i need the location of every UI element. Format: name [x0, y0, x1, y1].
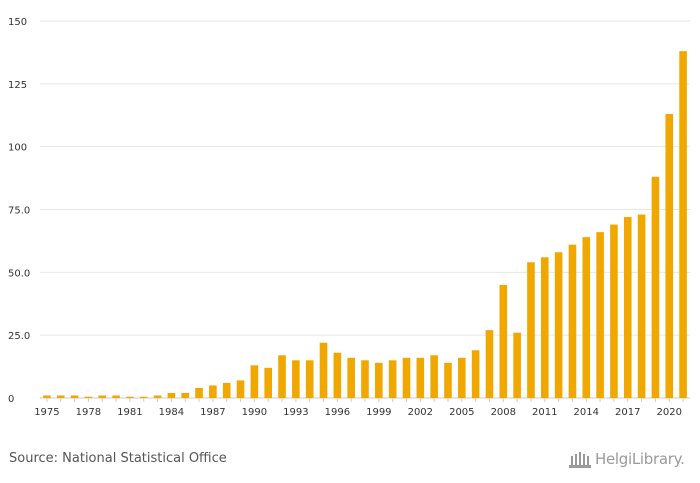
x-tick-label: 2008 — [491, 407, 516, 418]
bar — [70, 395, 79, 398]
bar — [84, 396, 93, 398]
bar — [651, 176, 660, 398]
bar — [333, 352, 342, 398]
y-tick-label: 0 — [8, 394, 14, 405]
bar — [416, 357, 425, 398]
bar — [623, 217, 632, 398]
bar — [236, 380, 245, 398]
y-tick-label: 150 — [8, 17, 27, 28]
bar — [126, 396, 134, 398]
x-tick-label: 2011 — [532, 407, 557, 418]
bar — [610, 224, 618, 398]
bar — [153, 395, 162, 398]
x-tick-label: 2017 — [615, 407, 640, 418]
bar — [637, 214, 646, 398]
bar — [679, 51, 687, 398]
x-tick-label: 1975 — [34, 407, 59, 418]
bar — [43, 395, 51, 398]
library-building-icon — [569, 452, 591, 468]
bar — [388, 360, 397, 398]
bar — [195, 387, 203, 398]
bar — [582, 237, 591, 398]
x-tick-label: 2002 — [408, 407, 433, 418]
bar — [222, 382, 231, 398]
logo-text: HelgiLibrary. — [595, 450, 685, 468]
y-tick-label: 75.0 — [8, 206, 30, 217]
bar — [554, 252, 563, 398]
bar — [568, 244, 577, 398]
bar — [250, 365, 259, 398]
y-tick-label: 100 — [8, 143, 27, 154]
bar — [665, 113, 674, 398]
bar — [540, 257, 549, 398]
bar — [181, 392, 190, 398]
x-tick-label: 1981 — [117, 407, 142, 418]
x-tick-label: 1993 — [283, 407, 308, 418]
bar — [513, 332, 521, 398]
bar — [278, 355, 286, 398]
y-tick-label: 25.0 — [8, 331, 30, 342]
bar — [347, 357, 355, 398]
y-tick-label: 125 — [8, 80, 27, 91]
bar — [139, 396, 148, 398]
bar — [319, 342, 328, 398]
source-note: Source: National Statistical Office — [9, 451, 227, 466]
x-tick-label: 2014 — [574, 407, 599, 418]
x-tick-label: 2005 — [449, 407, 474, 418]
bar — [209, 385, 217, 398]
bar — [167, 392, 176, 398]
x-tick-label: 2020 — [657, 407, 682, 418]
bar — [471, 350, 480, 398]
x-tick-label: 1984 — [159, 407, 184, 418]
bar-chart: 0 25.0 50.0 75.0 100 125 150 1975 1978 1981 1984 19… — [8, 17, 690, 418]
bar — [499, 284, 508, 398]
x-tick-label: 1999 — [366, 407, 391, 418]
y-tick-label: 50.0 — [8, 268, 30, 279]
x-tick-label: 1987 — [200, 407, 225, 418]
x-tick-label: 1990 — [242, 407, 267, 418]
bar — [485, 330, 494, 398]
bar — [596, 232, 604, 398]
bar — [458, 357, 466, 398]
helgi-library-logo[interactable]: HelgiLibrary. — [568, 449, 685, 469]
bar — [112, 395, 120, 398]
bar — [98, 395, 107, 398]
x-tick-label: 1996 — [325, 407, 350, 418]
bar — [402, 357, 411, 398]
x-tick-label: 1978 — [76, 407, 101, 418]
bar — [56, 395, 65, 398]
bar — [375, 362, 383, 398]
bar — [527, 262, 535, 398]
bar — [444, 362, 452, 398]
bar — [264, 367, 272, 398]
bar — [292, 360, 300, 398]
bar — [361, 360, 369, 398]
bar — [430, 355, 438, 398]
bar — [305, 360, 314, 398]
